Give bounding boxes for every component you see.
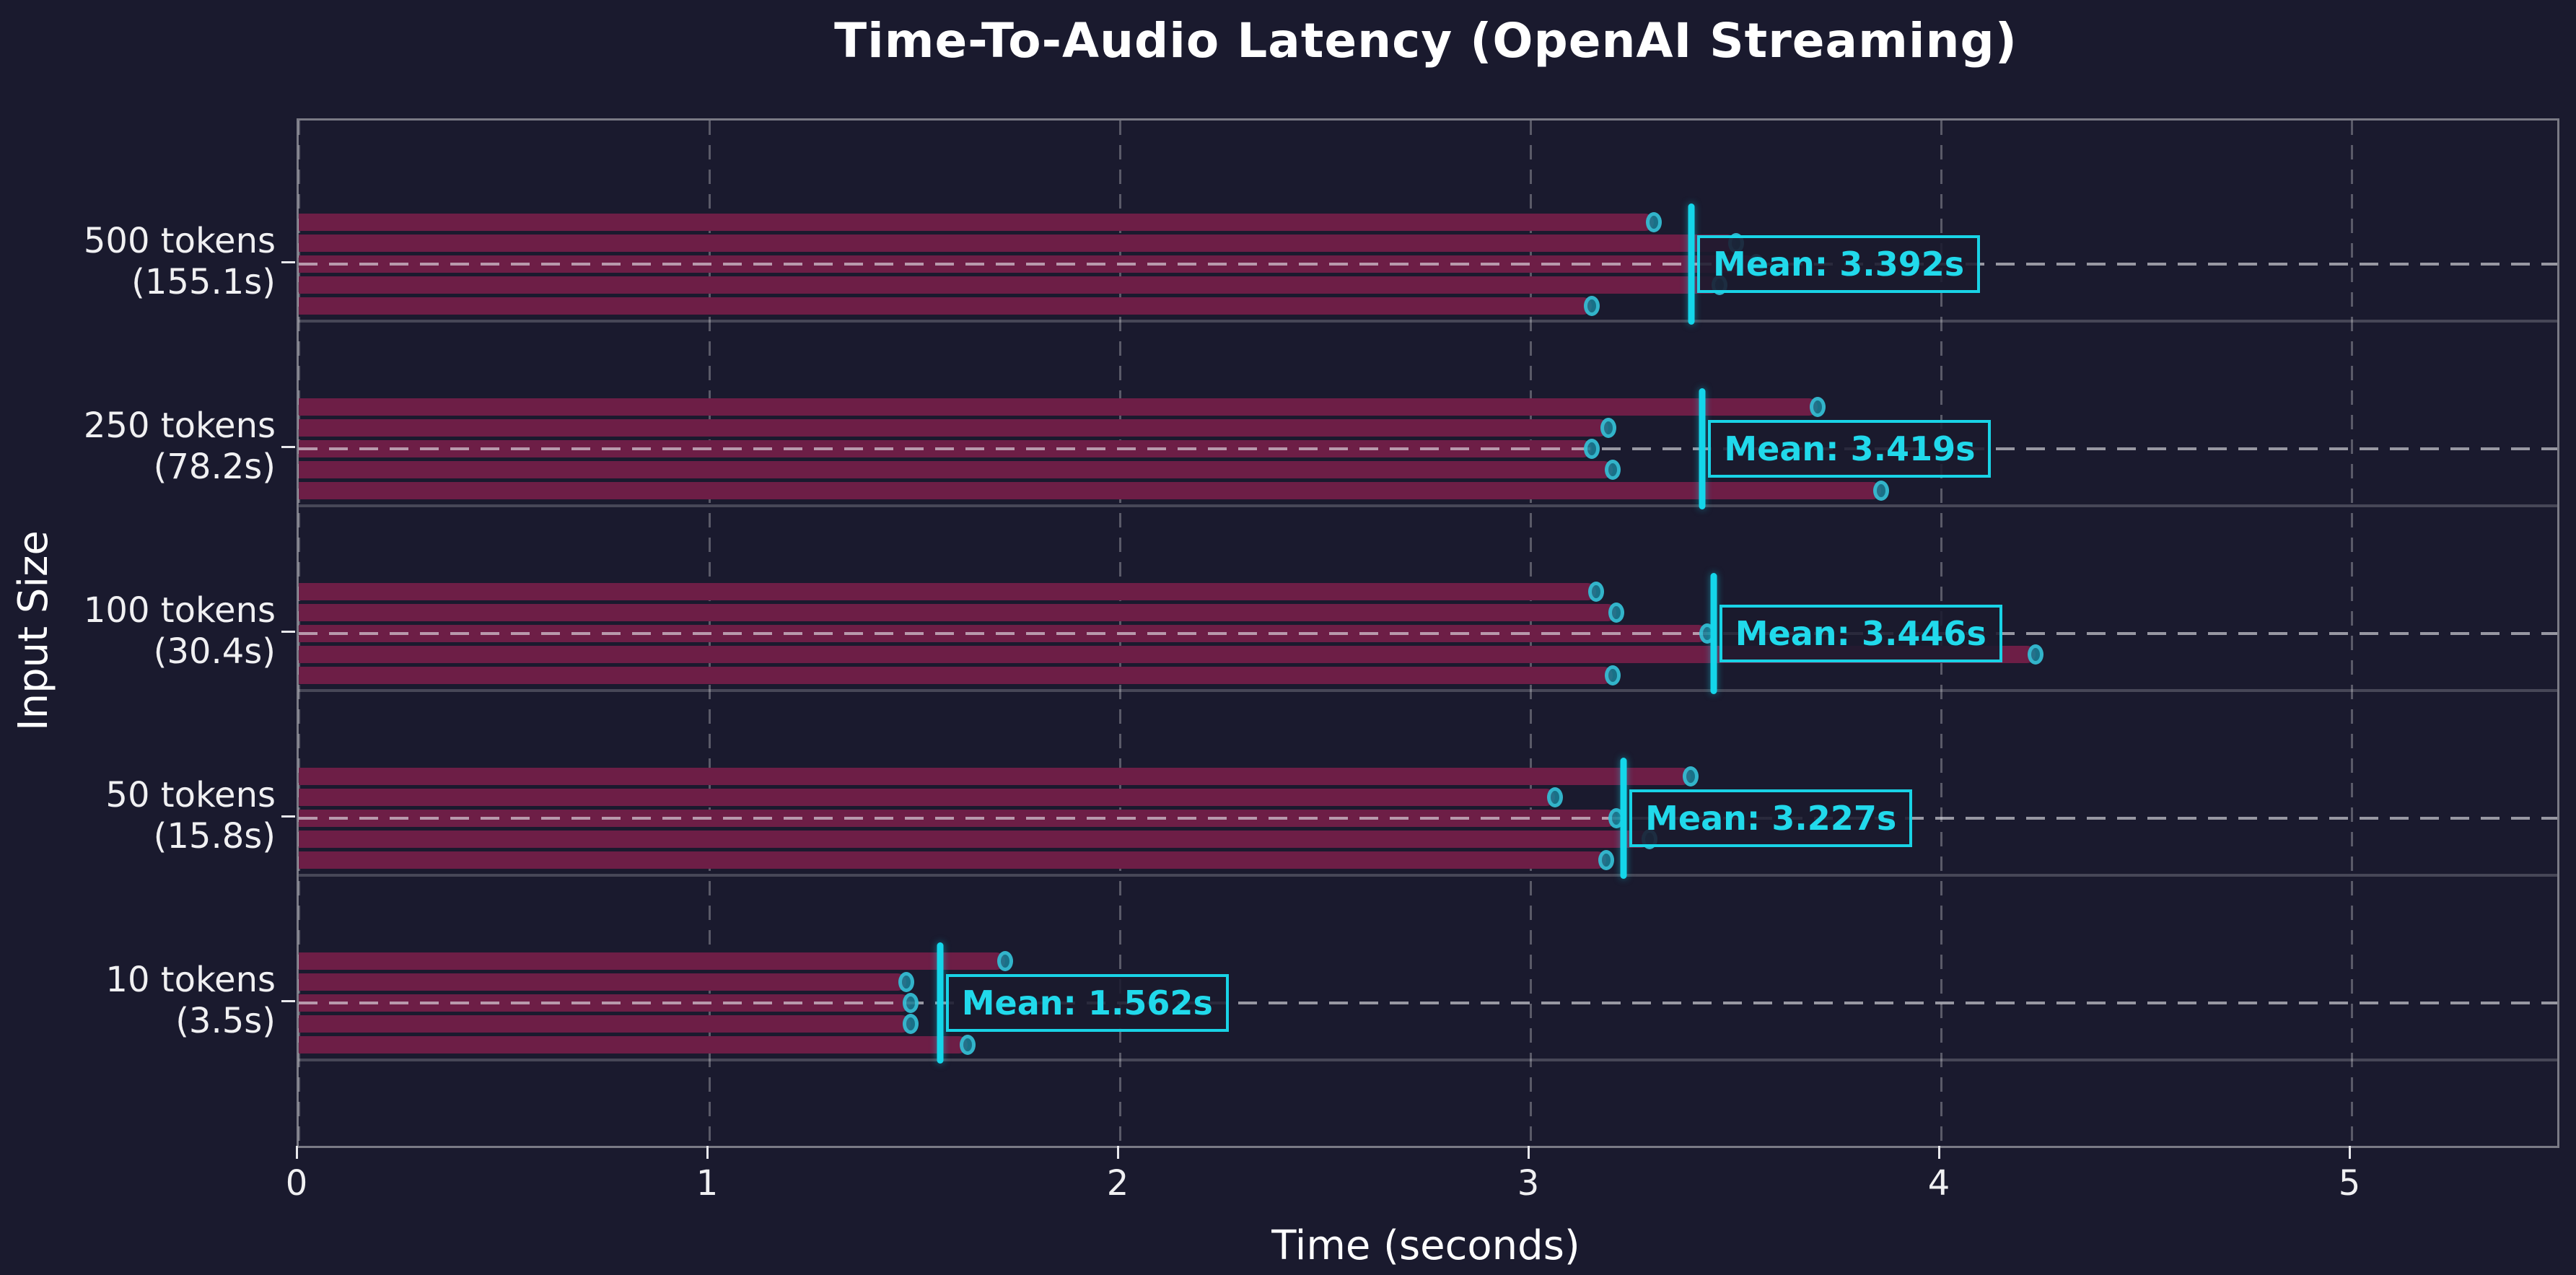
bar [299,789,1556,806]
y-tick-label-tokens: 50 tokens [105,775,276,815]
mean-line [1699,388,1706,509]
x-tick-label: 3 [1517,1163,1540,1204]
mean-label: Mean: 3.419s [1708,420,1992,478]
mean-label: Mean: 3.392s [1697,235,1981,293]
y-tick-label-tokens: 100 tokens [83,590,276,631]
x-tick-mark [1116,1146,1119,1159]
group-separator [299,320,2557,323]
y-tick-label-duration: (15.8s) [153,816,276,856]
y-tick-label-tokens: 500 tokens [83,221,276,261]
mean-line [1688,203,1695,325]
group-separator [299,874,2557,877]
bar [299,276,1719,294]
x-tick-mark [2348,1146,2351,1159]
run-dot [1600,418,1617,438]
y-tick-label: 100 tokens (30.4s) [29,590,276,672]
run-dot [1584,439,1600,459]
run-dot [1598,850,1615,870]
plot-area: Mean: 3.392s Mean: 3.419s Mean: 3.446s Mean… [297,118,2559,1148]
y-tick-mark [281,815,295,818]
bar [299,768,1691,785]
bar [299,583,1597,600]
y-tick-mark [281,260,295,263]
y-tick-label-tokens: 10 tokens [105,960,276,1000]
bar [299,1036,968,1053]
bar [299,831,1650,848]
x-tick-label: 5 [2338,1163,2361,1204]
y-tick-label-duration: (3.5s) [175,1001,276,1041]
x-tick-label: 2 [1106,1163,1129,1204]
y-tick-label: 250 tokens (78.2s) [29,406,276,488]
run-dot [1873,481,1890,501]
run-dot [1645,212,1662,232]
y-tick-label: 10 tokens (3.5s) [29,960,276,1042]
group-center-line [299,263,2557,266]
x-axis-label: Time (seconds) [1271,1222,1580,1269]
y-tick-mark [281,445,295,448]
run-dot [2027,644,2043,665]
group-separator [299,1059,2557,1061]
bar [299,235,1736,252]
x-tick-label: 0 [285,1163,308,1204]
run-dot [960,1035,976,1055]
bar [299,1015,911,1033]
bar [299,214,1654,231]
y-tick-label-duration: (155.1s) [131,262,276,302]
run-dot [996,951,1013,971]
y-tick-label-tokens: 250 tokens [83,406,276,446]
group-center-line [299,817,2557,820]
run-dot [1810,397,1826,417]
x-tick-label: 4 [1927,1163,1950,1204]
run-dot [898,972,915,992]
group-separator [299,689,2557,692]
mean-line [937,942,944,1064]
bar [299,419,1609,437]
y-tick-label: 50 tokens (15.8s) [29,775,276,857]
mean-label: Mean: 3.227s [1629,789,1913,847]
mean-line [1620,758,1627,879]
run-dot [1547,787,1564,807]
y-tick-label: 500 tokens (155.1s) [29,221,276,303]
group-center-line [299,1002,2557,1004]
y-tick-label-duration: (30.4s) [153,631,276,672]
bar [299,482,1882,499]
bar [299,398,1818,416]
mean-label: Mean: 1.562s [945,974,1229,1032]
group-center-line [299,632,2557,635]
y-tick-mark [281,999,295,1002]
x-tick-mark [1937,1146,1940,1159]
bar [299,461,1613,478]
x-tick-label: 1 [696,1163,719,1204]
bar [299,952,1005,970]
run-dot [902,1014,919,1034]
group-center-line [299,447,2557,450]
run-dot [1608,603,1625,623]
chart-title: Time-To-Audio Latency (OpenAI Streaming) [834,13,2018,69]
run-dot [1682,766,1699,787]
mean-line [1710,573,1717,694]
x-tick-mark [706,1146,709,1159]
x-tick-mark [1527,1146,1530,1159]
mean-label: Mean: 3.446s [1719,605,2002,662]
bar [299,667,1613,684]
run-dot [1604,665,1621,685]
bar [299,973,907,991]
group-separator [299,504,2557,507]
run-dot [1604,460,1621,480]
x-tick-mark [295,1146,298,1159]
bar [299,851,1607,869]
bar [299,297,1593,315]
y-tick-mark [281,630,295,633]
bar [299,604,1617,621]
y-tick-label-duration: (78.2s) [153,447,276,487]
run-dot [902,993,919,1013]
run-dot [1584,296,1600,316]
run-dot [1588,582,1605,602]
